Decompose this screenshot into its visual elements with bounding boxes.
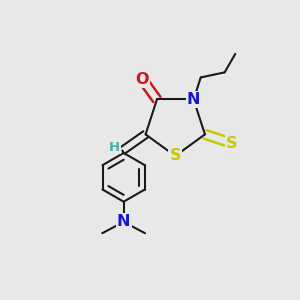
Text: N: N — [187, 92, 200, 107]
Text: S: S — [169, 148, 181, 164]
Text: S: S — [226, 136, 238, 151]
Text: O: O — [135, 71, 149, 86]
Text: N: N — [117, 214, 130, 230]
Text: H: H — [109, 140, 120, 154]
